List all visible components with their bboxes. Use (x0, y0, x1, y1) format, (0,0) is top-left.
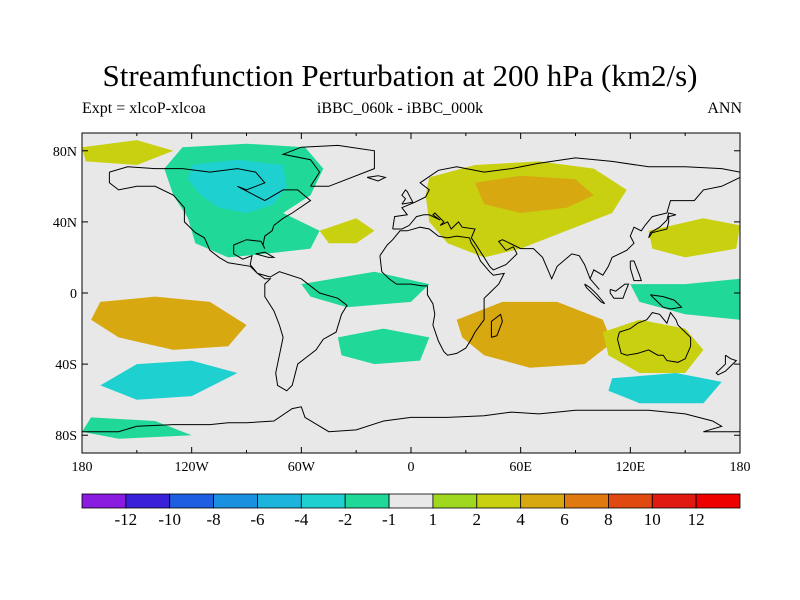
lat-tick-label: 80N (53, 145, 77, 160)
colorbar-label: 2 (473, 510, 482, 529)
colorbar-box (344, 493, 390, 509)
lat-tick-label: 40N (53, 216, 77, 231)
lon-tick-label: 60E (509, 460, 532, 475)
colorbar-box (476, 493, 522, 509)
coastline-12 (401, 189, 414, 205)
colorbar-label: 8 (604, 510, 613, 529)
colorbar-label: -1 (382, 510, 396, 529)
lat-tick-label: 40S (55, 358, 77, 373)
colorbar-label: -8 (207, 510, 221, 529)
colorbar-box (213, 493, 258, 509)
coastline-10 (650, 294, 683, 310)
contour-region-australia-positive (602, 319, 704, 373)
coastline-4 (490, 313, 503, 338)
axis-ticks: 180 120W 60W 0 60E 120E 180 80N 40N 0 40S 80S (53, 133, 751, 475)
coastline-3 (379, 226, 506, 356)
contour-region-south-pacific-positive (91, 296, 247, 350)
coastline-5 (616, 311, 692, 363)
coastline-13 (366, 175, 387, 182)
contour-region-eurasia-core (475, 175, 594, 213)
lon-tick-label: 120W (175, 460, 210, 475)
lon-tick-label: 180 (730, 460, 751, 475)
coastline-layer (82, 144, 740, 433)
contour-region-west-pacific-positive (648, 218, 740, 258)
coastline-6 (715, 354, 738, 376)
lon-tick-label: 60W (288, 460, 316, 475)
lon-tick-label: 180 (72, 460, 93, 475)
colorbar-box (695, 493, 741, 509)
colorbar-label: -12 (115, 510, 138, 529)
colorbar-box (651, 493, 697, 509)
contour-fill-layer (82, 140, 740, 439)
colorbar-box (300, 493, 346, 509)
coastline-2 (392, 157, 740, 290)
colorbar-box (432, 493, 478, 509)
coastline-15 (629, 260, 642, 282)
center-string: iBBC_060k - iBBC_000k (316, 100, 484, 117)
colorbar-label: -10 (158, 510, 181, 529)
coastline-11 (82, 406, 740, 433)
colorbar-box (564, 493, 609, 509)
contour-region-south-atlantic-negative (337, 328, 430, 365)
lat-tick-label: 80S (55, 429, 77, 444)
colorbar-box (608, 493, 653, 509)
lon-tick-label: 120E (616, 460, 646, 475)
colorbar-box (169, 493, 214, 509)
colorbar-box (257, 493, 302, 509)
colorbar-label: -6 (250, 510, 264, 529)
colorbar-box (388, 493, 434, 509)
contour-region-southern-ocean-negative (100, 360, 238, 400)
colorbar-label: -4 (294, 510, 309, 529)
coastline-9 (609, 283, 630, 299)
coastline-0 (108, 166, 348, 392)
contour-region-atlantic-positive (319, 218, 375, 244)
contour-region-antarctic-negative (82, 417, 192, 439)
colorbar-label: -2 (338, 510, 352, 529)
coastline-8 (584, 283, 606, 305)
colorbar: -12 -10 -8 -6 -4 -2 -1 1 2 4 6 8 10 12 (81, 493, 741, 529)
colorbar-label: 10 (644, 510, 661, 529)
colorbar-label: 12 (688, 510, 705, 529)
contour-region-tropical-atlantic-negative (301, 271, 430, 308)
lat-tick-label: 0 (70, 287, 77, 302)
colorbar-box (81, 493, 127, 509)
plot-title: Streamfunction Perturbation at 200 hPa (… (102, 58, 698, 93)
contour-region-east-pacific-negative (630, 278, 740, 320)
colorbar-box (520, 493, 565, 509)
lon-tick-label: 0 (408, 460, 415, 475)
contour-region-southern-indian-negative (608, 373, 722, 404)
contour-region-arctic-positive (82, 140, 174, 165)
coastline-7 (648, 212, 677, 239)
right-string: ANN (707, 100, 742, 117)
colorbar-label: 6 (560, 510, 569, 529)
coastline-14 (255, 251, 276, 258)
colorbar-label: 4 (516, 510, 525, 529)
colorbar-label: 1 (429, 510, 438, 529)
coastline-1 (281, 144, 375, 187)
left-string: Expt = xlcoP-xlcoa (82, 100, 206, 117)
colorbar-box (125, 493, 171, 509)
